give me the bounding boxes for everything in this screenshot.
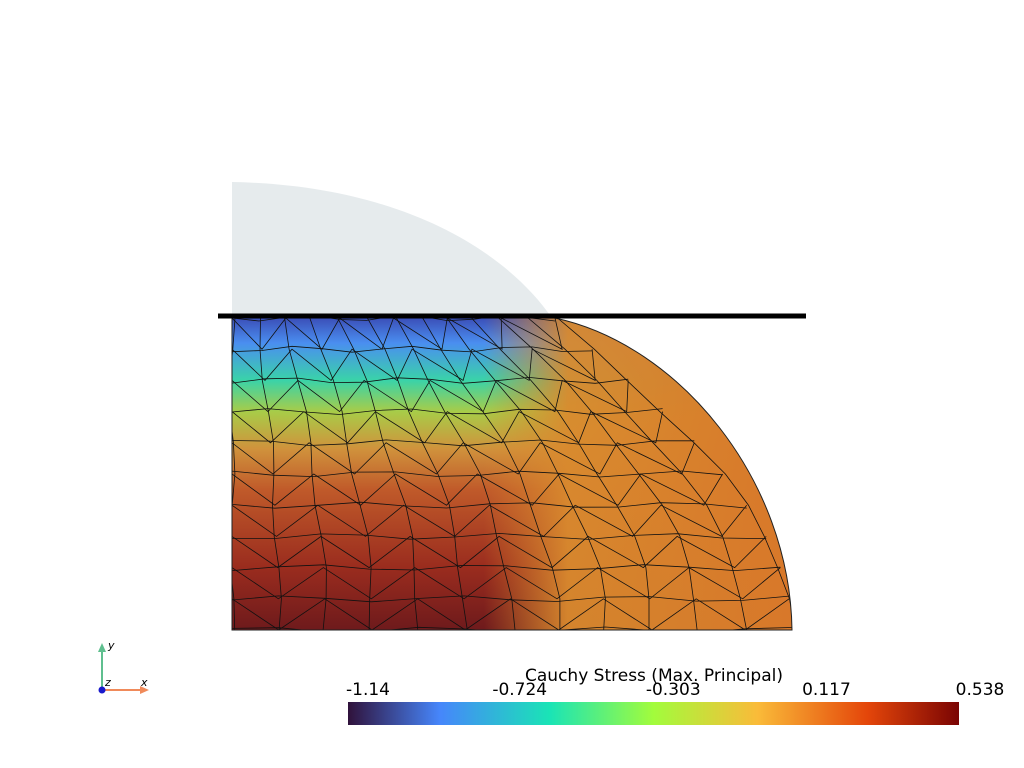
colorbar-ticks: -1.14 -0.724 -0.303 0.117 0.538 [346, 680, 1004, 700]
mesh-line [232, 504, 748, 537]
colorbar-tick-label: -1.14 [346, 680, 390, 700]
mesh-line [232, 442, 695, 475]
mesh-line [232, 379, 629, 413]
mesh-line [309, 318, 372, 630]
mesh-line [232, 567, 781, 600]
mesh-line [232, 473, 723, 506]
mesh-line [446, 318, 606, 630]
mesh-line [232, 348, 596, 382]
colorbar-title: Cauchy Stress (Max. Principal) [525, 666, 783, 686]
mesh-line [259, 318, 282, 630]
mesh-line [498, 318, 698, 630]
axis-label: y [107, 639, 115, 652]
mesh-line [284, 318, 327, 630]
colorbar-tick-label: -0.303 [646, 680, 701, 700]
mesh-line [527, 318, 747, 630]
mesh-line [232, 318, 236, 630]
colorbar-tick-label: 0.117 [802, 680, 851, 700]
mesh-line [232, 439, 695, 447]
axis-label: z [104, 676, 111, 689]
mesh-line [232, 535, 767, 569]
mesh-line [422, 318, 561, 630]
axis-label: x [140, 676, 148, 689]
mesh-line [367, 318, 468, 630]
mesh-line [232, 598, 790, 630]
indenter [232, 182, 552, 318]
mesh-line [557, 318, 792, 630]
mesh-line [396, 318, 516, 630]
mesh [232, 318, 792, 630]
mesh-line [337, 318, 419, 630]
colorbar [348, 702, 959, 725]
axes-triad: y z x [98, 639, 149, 694]
colorbar-tick-label: 0.538 [956, 680, 1005, 700]
mesh-line [471, 318, 650, 630]
colorbar-tick-label: -0.724 [492, 680, 547, 700]
mesh-line [232, 595, 790, 603]
mesh-line [232, 411, 663, 444]
mesh-outline [231, 317, 793, 631]
